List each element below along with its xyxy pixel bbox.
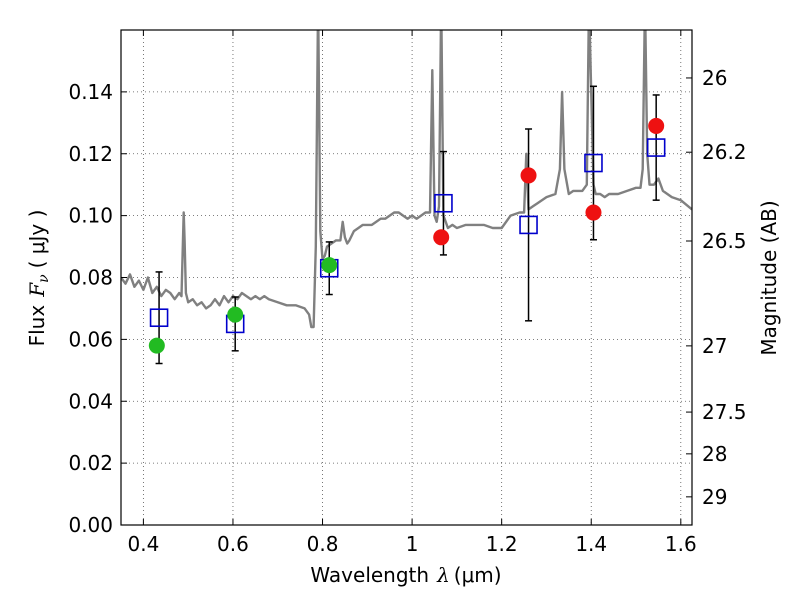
observed-square — [646, 138, 666, 157]
y-tick-label: 0.04 — [68, 389, 113, 413]
x-axis-ticks: 0.4 0.6 0.8 1 1.2 1.4 1.6 — [127, 30, 697, 556]
y-axis-unit: ( μJy ) — [25, 210, 49, 269]
red-point — [585, 204, 602, 221]
x-tick-label: 1.4 — [575, 532, 607, 556]
y2-axis-ticks: 26 26.2 26.5 27 27.5 28 29 — [686, 66, 747, 509]
x-tick-label: 1 — [406, 532, 419, 556]
x-tick-label: 0.4 — [127, 532, 159, 556]
y-tick-label: 0.08 — [68, 266, 113, 290]
plot-background — [121, 30, 692, 525]
y-tick-label: 0.02 — [68, 451, 113, 475]
observed-square — [584, 153, 603, 173]
x-axis-title: Wavelength λ (μm) — [310, 563, 501, 587]
y-tick-label: 0.14 — [68, 80, 113, 104]
green-point — [148, 337, 165, 354]
model-sed-line — [121, 30, 692, 329]
y2-tick-label: 26.2 — [702, 140, 747, 164]
y2-tick-label: 27.5 — [702, 400, 747, 424]
y2-tick-label: 29 — [702, 485, 727, 509]
y2-tick-label: 26.5 — [702, 229, 747, 253]
green-point — [227, 306, 244, 323]
y-axis-title: Flux Fν ( μJy ) — [25, 210, 52, 347]
x-tick-label: 0.8 — [307, 532, 339, 556]
y-tick-label: 0.12 — [68, 142, 113, 166]
observed-square — [149, 308, 169, 328]
x-tick-label: 0.6 — [217, 532, 249, 556]
red-point — [433, 229, 450, 246]
x-axis-unit: (μm) — [454, 563, 502, 587]
y2-axis-title: Magnitude (AB) — [757, 200, 781, 355]
red-point — [648, 117, 665, 134]
y-tick-label: 0.10 — [68, 204, 113, 228]
y-tick-label: 0.06 — [68, 327, 113, 351]
y-axis-ticks: 0.00 0.02 0.04 0.06 0.08 0.10 0.12 0.14 — [68, 80, 127, 537]
y2-tick-label: 26 — [702, 66, 727, 90]
y-axis-subscript: ν — [36, 274, 52, 283]
model-circles — [148, 117, 665, 354]
model-sed-series — [121, 30, 692, 329]
x-tick-label: 1.6 — [665, 532, 697, 556]
x-axis-symbol: λ — [436, 563, 450, 587]
y2-tick-label: 28 — [702, 442, 727, 466]
green-point — [321, 257, 338, 274]
y-axis-label: Flux — [25, 305, 49, 347]
observed-square — [519, 215, 538, 235]
red-point — [520, 167, 537, 184]
y2-tick-label: 27 — [702, 334, 727, 358]
x-axis-label: Wavelength — [310, 563, 429, 587]
y-tick-label: 0.00 — [68, 513, 113, 537]
observed-square — [434, 193, 453, 213]
x-tick-label: 1.2 — [486, 532, 518, 556]
y-axis-symbol: F — [25, 282, 49, 298]
grid-lines — [121, 30, 692, 525]
